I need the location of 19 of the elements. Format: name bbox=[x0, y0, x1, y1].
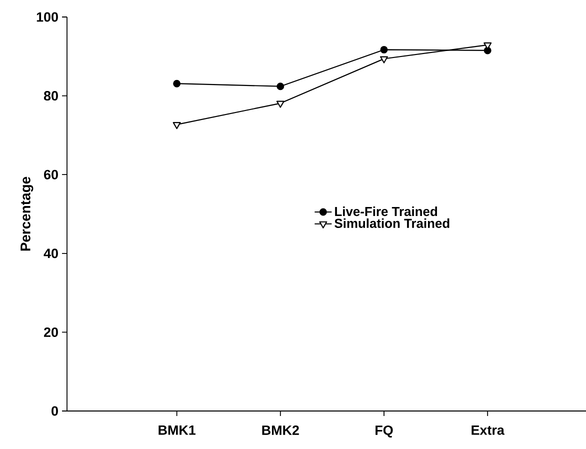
y-tick-label: 100 bbox=[36, 12, 58, 22]
y-axis-title: Percentage bbox=[20, 176, 34, 251]
point bbox=[380, 56, 388, 64]
x-tick-label: BMK2 bbox=[262, 425, 299, 435]
y-tick-label: 0 bbox=[52, 406, 58, 416]
y-tick-label: 40 bbox=[44, 248, 58, 258]
legend-label: Live-Fire Trained bbox=[335, 206, 438, 216]
x-tick-label: Extra bbox=[472, 425, 504, 435]
legend-label: Simulation Trained bbox=[334, 218, 450, 228]
x-tick-label: BMK1 bbox=[158, 425, 196, 435]
point bbox=[172, 122, 181, 130]
x-tick-label: FQ bbox=[376, 425, 393, 438]
y-tick-label: 60 bbox=[44, 170, 58, 180]
y-tick-label: 80 bbox=[44, 91, 58, 101]
y-tick-label: 20 bbox=[44, 327, 58, 337]
point bbox=[276, 82, 284, 90]
point bbox=[380, 46, 388, 54]
point bbox=[276, 100, 284, 108]
point bbox=[173, 80, 181, 88]
